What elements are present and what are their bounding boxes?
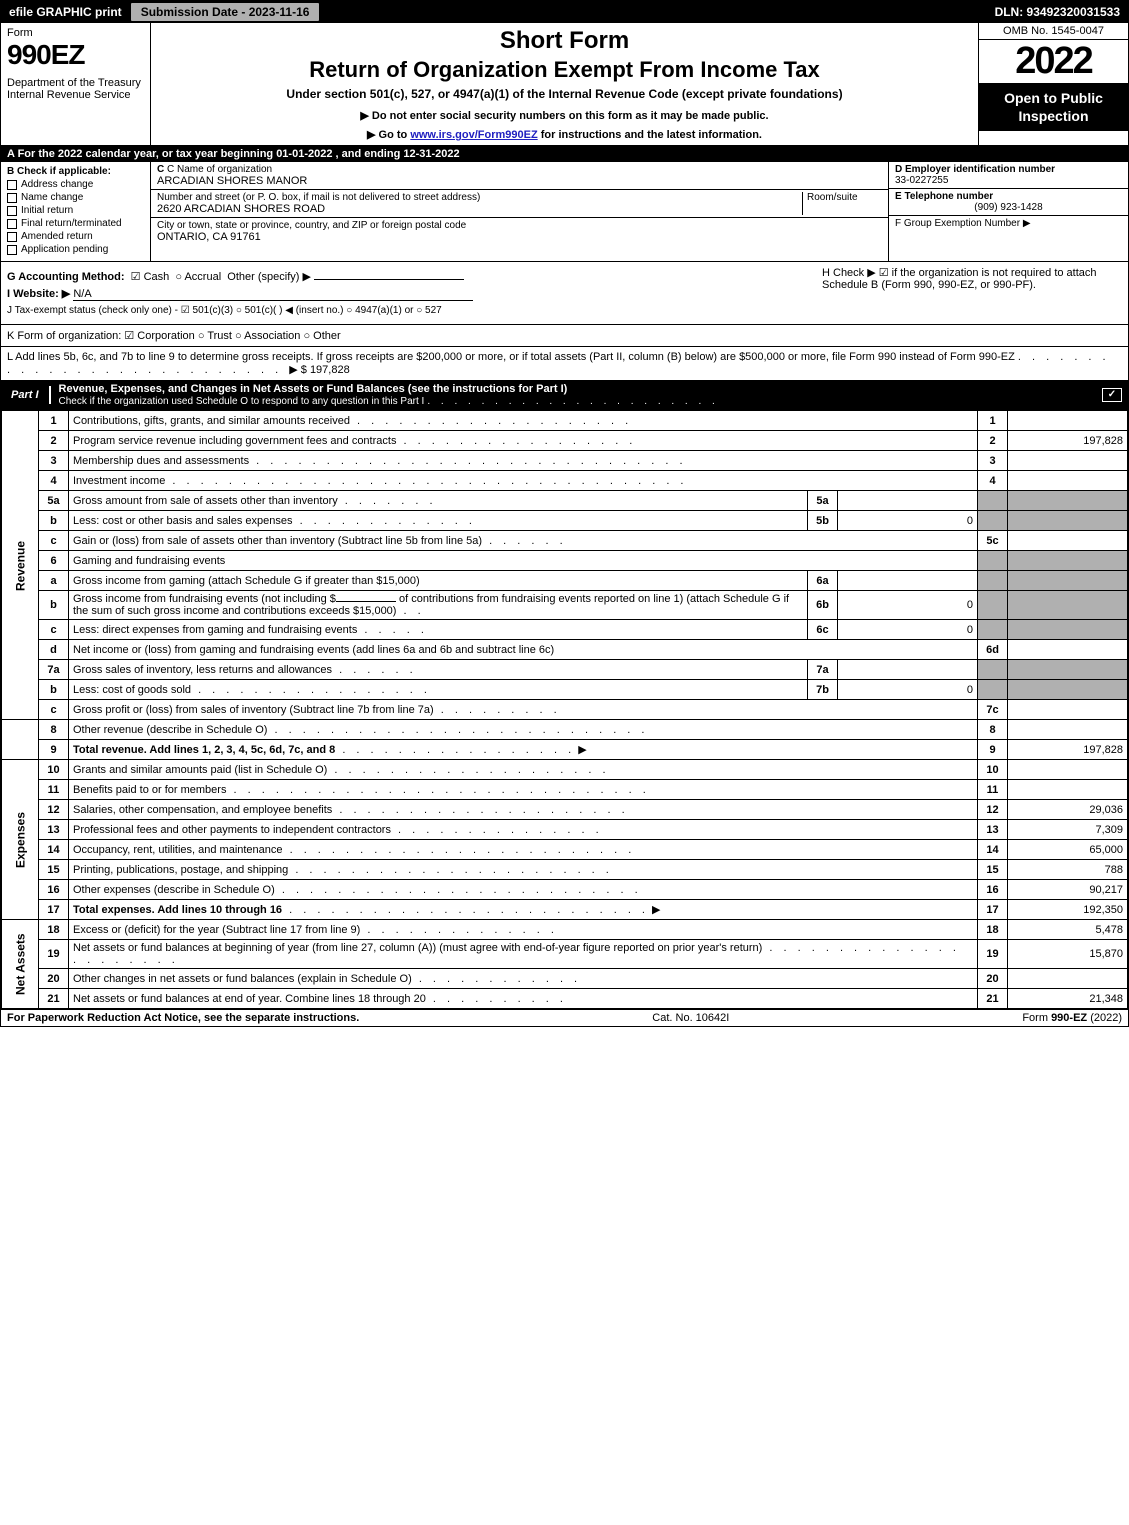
- header-left: Form 990EZ Department of the Treasury In…: [1, 23, 151, 145]
- return-title: Return of Organization Exempt From Incom…: [155, 57, 974, 83]
- form-header: Form 990EZ Department of the Treasury In…: [1, 23, 1128, 146]
- top-bar: efile GRAPHIC print Submission Date - 20…: [1, 1, 1128, 23]
- ein-value: 33-0227255: [895, 175, 1122, 186]
- city-value: ONTARIO, CA 91761: [157, 231, 882, 243]
- section-k: K Form of organization: ☑ Corporation ○ …: [1, 324, 1128, 346]
- chk-application-pending[interactable]: Application pending: [7, 244, 144, 255]
- open-inspection: Open to Public Inspection: [979, 83, 1128, 131]
- part1-header: Part I Revenue, Expenses, and Changes in…: [1, 380, 1128, 410]
- efile-label: efile GRAPHIC print: [1, 5, 130, 19]
- row-a-tax-year: A For the 2022 calendar year, or tax yea…: [1, 146, 1128, 162]
- part1-sub: Check if the organization used Schedule …: [59, 396, 425, 407]
- dept-label: Department of the Treasury Internal Reve…: [7, 77, 144, 101]
- part1-title: Revenue, Expenses, and Changes in Net As…: [59, 383, 568, 395]
- donot-warning: ▶ Do not enter social security numbers o…: [155, 109, 974, 122]
- part1-checkbox[interactable]: ✓: [1102, 388, 1122, 402]
- financial-table: Revenue 1 Contributions, gifts, grants, …: [1, 410, 1128, 1009]
- section-c-address: C C Name of organization ARCADIAN SHORES…: [151, 162, 888, 261]
- tax-year: 2022: [979, 40, 1128, 83]
- goto-line: ▶ Go to www.irs.gov/Form990EZ for instru…: [155, 128, 974, 141]
- footer-mid: Cat. No. 10642I: [359, 1012, 1022, 1024]
- chk-initial-return[interactable]: Initial return: [7, 205, 144, 216]
- section-b-checks: B Check if applicable: Address change Na…: [1, 162, 151, 261]
- form-number: 990EZ: [7, 39, 144, 71]
- b-title: B Check if applicable:: [7, 166, 144, 177]
- omb-number: OMB No. 1545-0047: [979, 23, 1128, 40]
- chk-final-return[interactable]: Final return/terminated: [7, 218, 144, 229]
- form-990ez: efile GRAPHIC print Submission Date - 20…: [0, 0, 1129, 1027]
- h-check: H Check ▶ ☑ if the organization is not r…: [822, 266, 1122, 320]
- short-form-title: Short Form: [155, 27, 974, 55]
- form-label: Form: [7, 27, 144, 39]
- revenue-side-label: Revenue: [2, 411, 39, 720]
- expenses-side-label: Expenses: [2, 760, 39, 920]
- d-label: D Employer identification number: [895, 164, 1122, 175]
- dln: DLN: 93492320031533: [995, 5, 1128, 19]
- city-label: City or town, state or province, country…: [157, 220, 882, 231]
- header-right: OMB No. 1545-0047 2022 Open to Public In…: [978, 23, 1128, 145]
- footer: For Paperwork Reduction Act Notice, see …: [1, 1009, 1128, 1026]
- i-website: I Website: ▶ N/A: [7, 287, 822, 301]
- c-label: C Name of organization: [167, 164, 272, 175]
- footer-left: For Paperwork Reduction Act Notice, see …: [7, 1012, 359, 1024]
- j-tax-exempt: J Tax-exempt status (check only one) - ☑…: [7, 305, 822, 316]
- goto-pre: ▶ Go to: [367, 129, 410, 141]
- room-label: Room/suite: [807, 192, 882, 203]
- section-l: L Add lines 5b, 6c, and 7b to line 9 to …: [1, 346, 1128, 380]
- chk-name-change[interactable]: Name change: [7, 192, 144, 203]
- footer-right: Form 990-EZ (2022): [1022, 1012, 1122, 1024]
- phone-value: (909) 923-1428: [895, 202, 1122, 213]
- chk-amended-return[interactable]: Amended return: [7, 231, 144, 242]
- part1-tab: Part I: [1, 386, 51, 404]
- submission-date: Submission Date - 2023-11-16: [130, 2, 321, 22]
- street-value: 2620 ARCADIAN SHORES ROAD: [157, 203, 802, 215]
- section-def: D Employer identification number 33-0227…: [888, 162, 1128, 261]
- net-assets-side-label: Net Assets: [2, 920, 39, 1009]
- org-name: ARCADIAN SHORES MANOR: [157, 175, 882, 187]
- goto-link[interactable]: www.irs.gov/Form990EZ: [410, 129, 537, 141]
- under-section: Under section 501(c), 527, or 4947(a)(1)…: [155, 87, 974, 101]
- chk-address-change[interactable]: Address change: [7, 179, 144, 190]
- section-b: B Check if applicable: Address change Na…: [1, 162, 1128, 262]
- goto-post: for instructions and the latest informat…: [538, 129, 762, 141]
- section-ghi: G Accounting Method: ☑ Cash ○ Accrual Ot…: [1, 262, 1128, 324]
- e-label: E Telephone number: [895, 191, 1122, 202]
- g-accounting: G Accounting Method: ☑ Cash ○ Accrual Ot…: [7, 270, 822, 283]
- street-label: Number and street (or P. O. box, if mail…: [157, 192, 802, 203]
- header-center: Short Form Return of Organization Exempt…: [151, 23, 978, 145]
- f-label: F Group Exemption Number ▶: [895, 218, 1122, 229]
